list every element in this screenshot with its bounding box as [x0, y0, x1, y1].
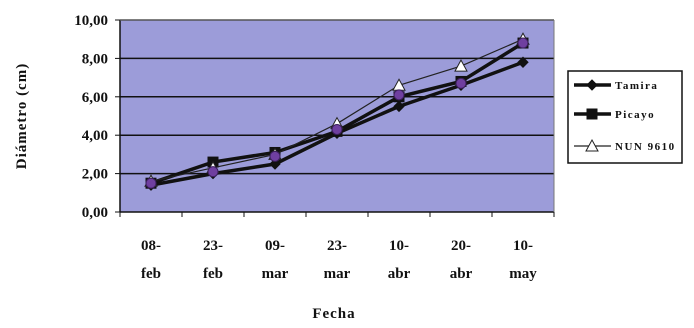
x-tick-label: abr	[388, 266, 411, 282]
legend-marker	[586, 79, 598, 91]
x-tick-label: feb	[141, 266, 161, 282]
y-tick-label: 8,00	[82, 51, 108, 67]
x-tick-label: feb	[203, 266, 223, 282]
y-tick-label: 4,00	[82, 128, 108, 144]
data-point	[454, 59, 468, 72]
overlay-point	[269, 150, 281, 162]
y-tick-label: 0,00	[82, 205, 108, 221]
x-axis-title: Fecha	[312, 306, 355, 322]
x-tick-label: 10-	[513, 238, 533, 254]
legend-label: Tamira	[615, 80, 658, 92]
overlay-point	[455, 77, 467, 89]
axes	[119, 19, 555, 213]
overlay-point	[207, 166, 219, 178]
x-tick-label: 23-	[327, 238, 347, 254]
legend-label: NUN 9610	[615, 141, 676, 153]
y-tick-label: 10,00	[74, 13, 108, 29]
overlay-point	[517, 37, 529, 49]
legend-marker	[585, 138, 599, 152]
overlay-point	[331, 123, 343, 135]
y-tick-label: 6,00	[82, 90, 108, 106]
x-tick-label: 23-	[203, 238, 223, 254]
x-tick-label: may	[509, 266, 537, 282]
overlay-markers	[145, 37, 529, 189]
x-tick-label: mar	[324, 266, 351, 282]
y-tick-labels: 0,00 2,00 4,00 6,00 8,00 10,00	[74, 13, 108, 221]
data-point	[269, 158, 281, 170]
x-tick-label: 08-	[141, 238, 161, 254]
plot-area	[120, 20, 554, 212]
x-tick-label: 10-	[389, 238, 409, 254]
legend: Tamira Picayo NUN 9610	[567, 70, 683, 164]
y-tick-label: 2,00	[82, 167, 108, 183]
legend-label: Picayo	[615, 109, 655, 121]
x-tick-label: 20-	[451, 238, 471, 254]
y-axis-title: Diámetro (cm)	[14, 63, 30, 169]
x-tick-label: mar	[262, 266, 289, 282]
overlay-point	[393, 89, 405, 101]
overlay-point	[145, 177, 157, 189]
x-tick-label: 09-	[265, 238, 285, 254]
legend-marker	[586, 108, 598, 120]
data-point	[393, 100, 405, 113]
series-lines	[144, 32, 530, 191]
x-tick-labels: 08- feb 23- feb 09- mar 23- mar 10- abr 20- abr 10- m…	[119, 212, 555, 282]
x-tick-label: abr	[450, 266, 473, 282]
data-point	[517, 56, 529, 68]
